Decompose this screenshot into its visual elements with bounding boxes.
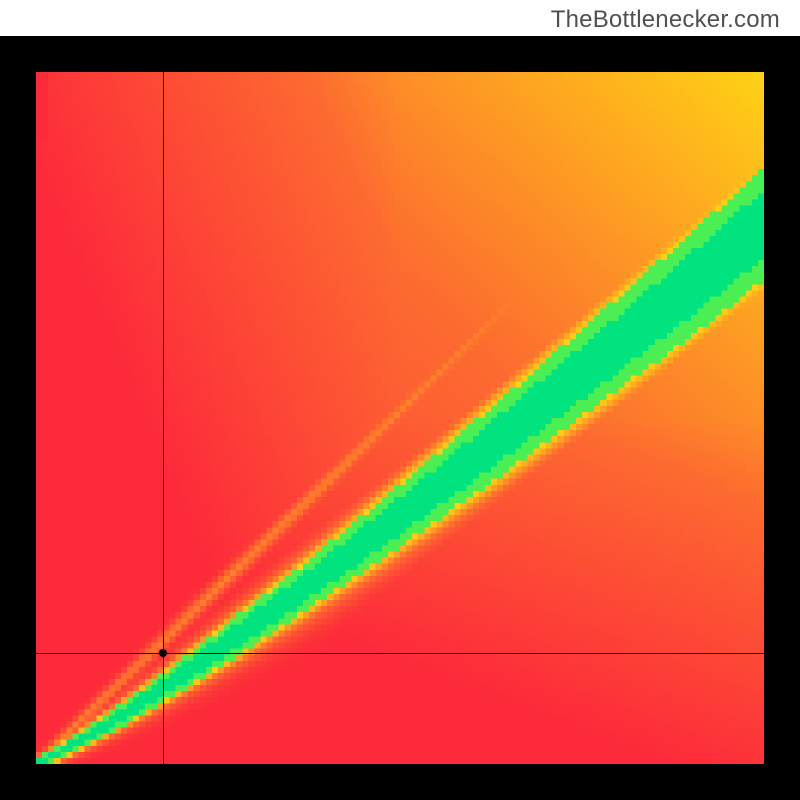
watermark-text: TheBottlenecker.com — [551, 6, 780, 34]
heatmap-plot — [36, 72, 764, 764]
heatmap-canvas — [36, 72, 764, 764]
crosshair-marker — [159, 649, 167, 657]
crosshair-vertical — [163, 72, 164, 764]
crosshair-horizontal — [36, 653, 764, 654]
chart-frame — [0, 36, 800, 800]
